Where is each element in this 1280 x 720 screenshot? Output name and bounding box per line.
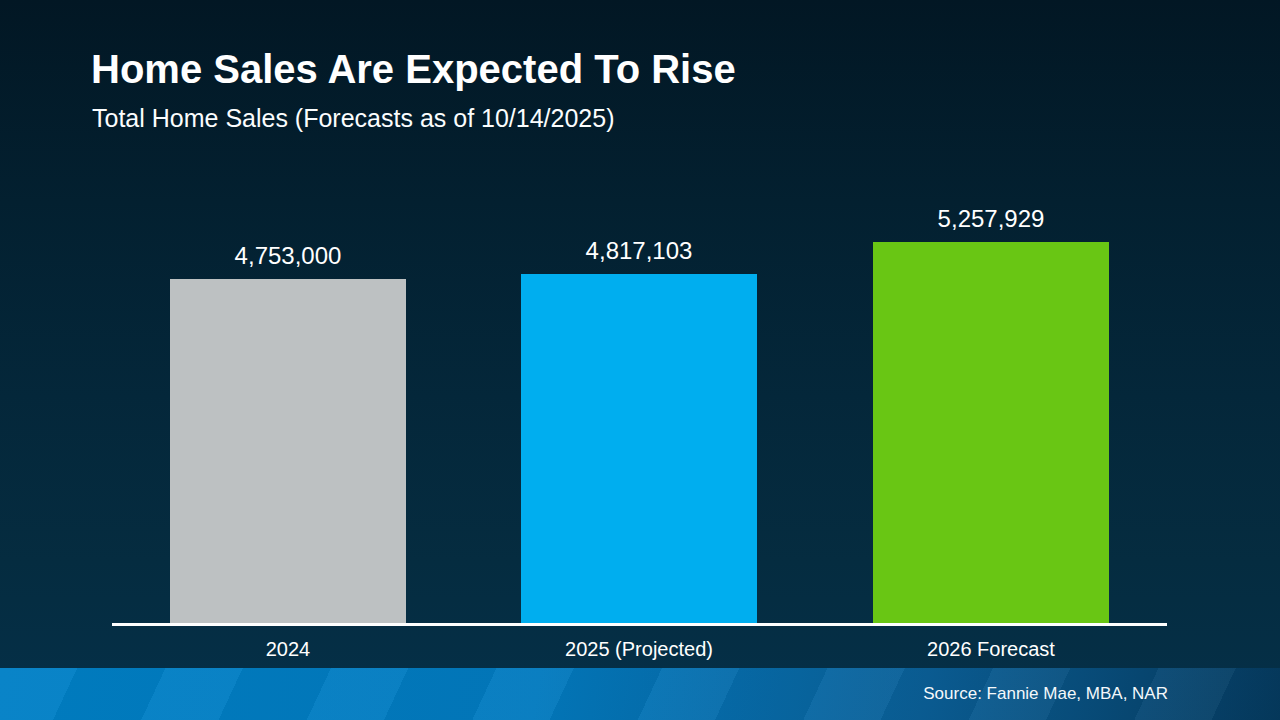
bar-group-2025-projected: 4,817,103 2025 (Projected) [521, 237, 757, 623]
bar-chart: 4,753,000 2024 4,817,103 2025 (Projected… [0, 0, 1280, 720]
x-axis-label: 2025 (Projected) [521, 638, 757, 661]
bar-2024 [170, 279, 406, 623]
footer-bar: Source: Fannie Mae, MBA, NAR [0, 668, 1280, 720]
bar-2026-forecast [873, 242, 1109, 623]
source-text: Source: Fannie Mae, MBA, NAR [923, 684, 1168, 704]
x-axis-label: 2024 [170, 638, 406, 661]
x-axis-label: 2026 Forecast [873, 638, 1109, 661]
bar-value-label: 4,817,103 [586, 237, 693, 265]
bar-value-label: 5,257,929 [938, 205, 1045, 233]
x-axis-line [112, 623, 1167, 626]
bar-group-2026-forecast: 5,257,929 2026 Forecast [873, 205, 1109, 623]
bar-2025-projected [521, 274, 757, 623]
bar-value-label: 4,753,000 [235, 242, 342, 270]
bar-group-2024: 4,753,000 2024 [170, 242, 406, 623]
slide-background: Home Sales Are Expected To Rise Total Ho… [0, 0, 1280, 720]
